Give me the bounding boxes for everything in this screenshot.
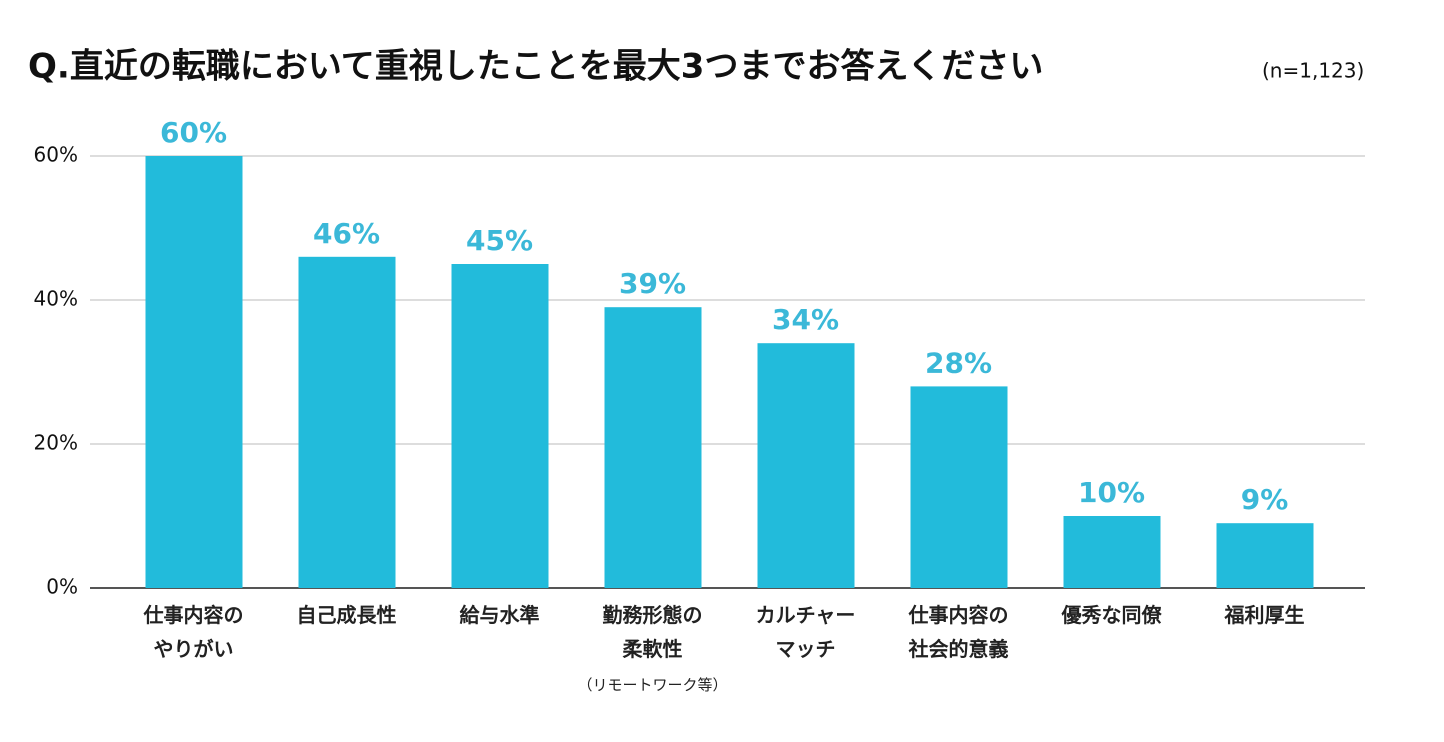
bar xyxy=(604,307,702,588)
x-tick-label: 自己成長性 xyxy=(296,603,397,627)
bar xyxy=(298,256,396,588)
y-tick-label: 20% xyxy=(34,431,78,455)
bar xyxy=(1063,516,1161,588)
x-tick-label: 仕事内容の やりがい xyxy=(143,603,244,661)
x-tick-label: 給与水準 xyxy=(459,603,540,627)
value-label: 46% xyxy=(313,217,380,250)
bar xyxy=(910,386,1008,588)
value-label: 28% xyxy=(925,346,992,379)
y-tick-label: 0% xyxy=(46,575,78,599)
value-label: 9% xyxy=(1241,483,1289,516)
x-tick-label: カルチャー マッチ xyxy=(755,603,856,661)
value-label: 60% xyxy=(160,116,227,149)
x-tick-label: 優秀な同僚 xyxy=(1061,603,1162,627)
chart-title: Q.直近の転職において重視したことを最大3つまでお答えください xyxy=(28,47,1043,87)
y-tick-label: 60% xyxy=(34,143,78,167)
x-tick-label: 福利厚生 xyxy=(1224,603,1305,627)
bar xyxy=(1216,523,1314,588)
bar xyxy=(451,264,549,588)
chart-subtitle: (n=1,123) xyxy=(1262,59,1364,83)
value-label: 34% xyxy=(772,303,839,336)
bar xyxy=(757,343,855,588)
value-label: 45% xyxy=(466,224,533,257)
value-label: 10% xyxy=(1078,476,1145,509)
x-tick-label: 仕事内容の 社会的意義 xyxy=(908,603,1009,661)
bar xyxy=(145,156,243,588)
y-tick-label: 40% xyxy=(34,287,78,311)
category-note: （リモートワーク等） xyxy=(577,676,728,694)
value-label: 39% xyxy=(619,267,686,300)
x-tick-label: 勤務形態の 柔軟性 xyxy=(602,603,703,661)
